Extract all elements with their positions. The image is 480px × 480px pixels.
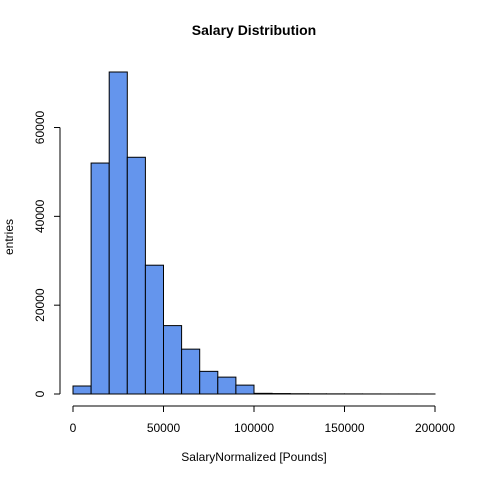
- x-axis-label: SalaryNormalized [Pounds]: [181, 450, 326, 464]
- y-tick-label-1: 20000: [33, 288, 47, 322]
- y-tick-label-2: 40000: [33, 199, 47, 233]
- x-tick-label-4: 200000: [415, 421, 455, 435]
- histogram-bar-6: [181, 348, 201, 395]
- y-axis: 0 20000 40000 60000: [33, 111, 61, 397]
- histogram-bar-1: [90, 162, 110, 395]
- histogram-bar-3: [126, 156, 146, 395]
- x-axis: 0 50000 100000 150000 200000: [70, 405, 455, 435]
- x-tick-label-3: 150000: [324, 421, 364, 435]
- y-axis-label: entries: [2, 219, 16, 255]
- y-tick-label-0: 0: [33, 390, 47, 397]
- bars-group: [72, 71, 436, 395]
- histogram-bar-10: [253, 392, 273, 395]
- chart-title: Salary Distribution: [192, 22, 316, 38]
- histogram-bar-5: [163, 325, 183, 395]
- histogram-bar-2: [108, 71, 128, 395]
- histogram-bar-8: [217, 376, 237, 395]
- histogram-bar-7: [199, 370, 219, 395]
- x-tick-label-0: 0: [70, 421, 77, 435]
- histogram-bar-4: [144, 264, 164, 395]
- y-tick-label-3: 60000: [33, 111, 47, 145]
- x-tick-label-2: 100000: [234, 421, 274, 435]
- x-tick-label-1: 50000: [147, 421, 181, 435]
- histogram-bar-0: [72, 385, 92, 395]
- histogram-bar-9: [235, 384, 255, 395]
